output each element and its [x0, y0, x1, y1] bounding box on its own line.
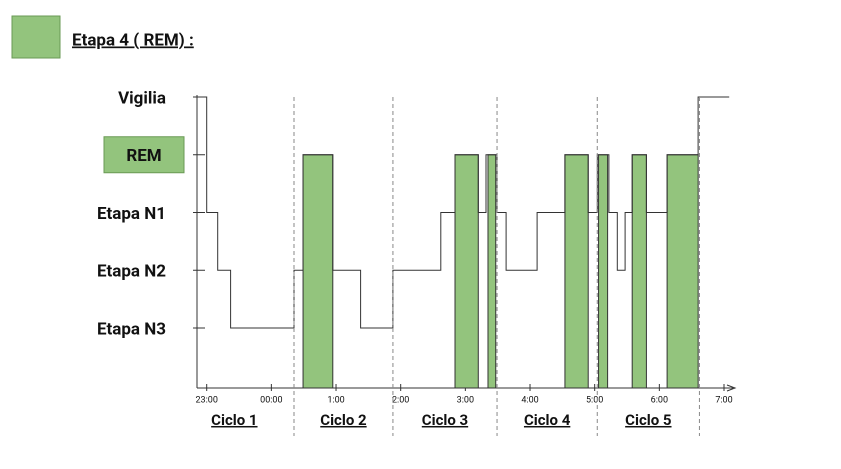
y-category-label: Etapa N2	[97, 262, 166, 282]
rem-bar	[454, 154, 479, 389]
x-tick-label: 5:00	[586, 395, 603, 405]
legend-swatch	[11, 15, 61, 59]
y-category-label: REM	[126, 146, 161, 166]
rem-bar	[666, 154, 699, 389]
rem-bar	[487, 154, 497, 389]
axis-arrow	[726, 384, 737, 392]
rem-bar	[598, 154, 609, 389]
cycle-label: Ciclo 5	[625, 411, 671, 429]
x-tick-label: 3:00	[457, 395, 474, 405]
y-category-label: Vigilia	[118, 88, 166, 108]
legend-label: Etapa 4 ( REM) :	[72, 30, 194, 50]
rem-bar	[631, 154, 647, 389]
x-tick-label: 7:00	[715, 395, 732, 405]
y-category-label: Etapa N1	[97, 204, 166, 224]
x-tick-label: 00:00	[260, 395, 282, 405]
x-tick-label: 4:00	[521, 395, 538, 405]
cycle-label: Ciclo 2	[320, 411, 367, 429]
cycle-label: Ciclo 4	[524, 411, 571, 429]
rem-bar	[302, 154, 334, 389]
category-box	[103, 136, 185, 174]
x-tick-label: 23:00	[195, 395, 217, 405]
cycle-label: Ciclo 3	[422, 411, 468, 429]
x-tick-label: 2:00	[392, 395, 409, 405]
cycle-label: Ciclo 1	[211, 411, 257, 429]
y-category-label: Etapa N3	[97, 319, 166, 339]
x-tick-label: 6:00	[651, 395, 668, 405]
rem-bar	[564, 154, 589, 389]
x-tick-label: 1:00	[327, 395, 344, 405]
